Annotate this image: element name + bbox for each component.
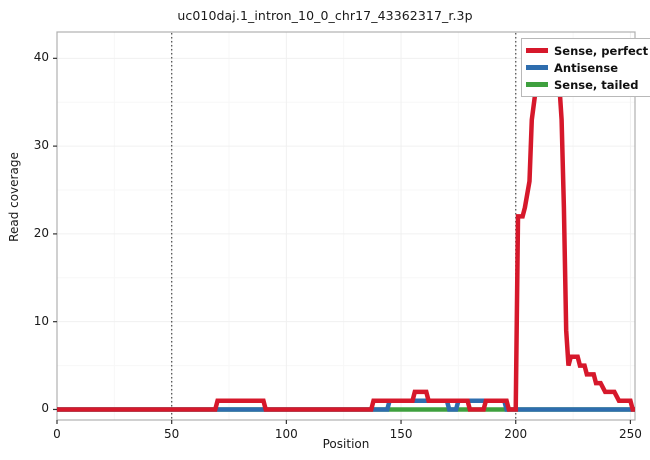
plot-frame [56,31,636,421]
legend-item-label: Sense, perfect [554,43,649,58]
x-tick-label: 100 [274,427,298,441]
y-axis-label: Read coverage [7,152,21,242]
x-tick-label: 0 [53,427,61,441]
legend-swatch-icon [526,82,548,87]
x-tick-label: 150 [389,427,413,441]
legend-item: Sense, perfect [526,42,648,59]
legend-item-label: Sense, tailed [554,77,639,92]
chart-title: uc010daj.1_intron_10_0_chr17_43362317_r.… [177,8,473,23]
chart-legend: Sense, perfect Antisense Sense, tailed [521,38,650,97]
y-tick-label: 40 [33,50,49,65]
y-tick-label: 0 [41,401,49,416]
legend-item: Sense, tailed [526,76,648,93]
legend-item-label: Antisense [554,60,619,75]
legend-item: Antisense [526,59,648,76]
x-axis-label: Position [322,437,370,451]
y-tick-label: 10 [33,313,49,328]
y-tick-label: 30 [33,138,49,153]
legend-swatch-icon [526,48,548,53]
x-tick-label: 200 [504,427,528,441]
x-tick-label: 250 [618,427,642,441]
series-line [57,73,635,412]
legend-swatch-icon [526,65,548,70]
x-tick-label: 50 [164,427,180,441]
y-tick-label: 20 [33,225,49,240]
